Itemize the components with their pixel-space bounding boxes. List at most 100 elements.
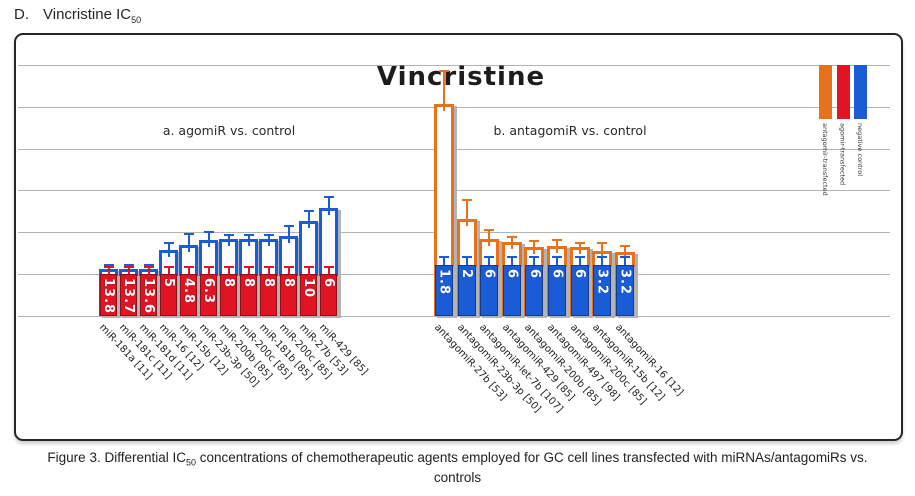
gridline [18,190,890,192]
error-bar-cap [552,256,562,258]
error-bar-cap [183,266,194,268]
error-bar [533,240,536,254]
error-bar-cap [439,256,449,258]
error-bar [556,239,558,253]
error-bar [623,245,626,259]
bar-value-label: 10 [301,278,316,299]
front-bar: 13.7 [120,274,137,316]
error-bar-cap [506,256,517,258]
error-bar [533,256,536,271]
error-bar [227,234,230,246]
legend-swatch [836,65,850,119]
front-bar: 6 [548,265,566,316]
panel-b-label: b. antagomiR vs. control [493,123,647,138]
error-bar [187,266,190,280]
bar-value-label: 13.6 [141,278,156,315]
error-bar [167,242,170,257]
error-bar [488,229,491,246]
front-bar: 8 [240,274,257,316]
error-bar [488,256,491,271]
front-bar: 10 [300,274,317,316]
gridline [18,274,890,275]
error-bar-cap [323,196,334,198]
front-bar: 8 [260,274,277,316]
error-bar [465,256,468,271]
error-bar-cap [529,256,540,258]
error-bar [287,266,290,280]
gridline [18,148,890,150]
bar-value-label: 3.2 [594,269,610,296]
panel-title-text: Vincristine IC [43,6,132,23]
front-bar: 8 [220,274,237,316]
bar-value-label: 8 [241,278,256,289]
error-bar [556,256,558,271]
front-bar: 8 [280,274,297,316]
legend-swatch [819,65,832,119]
error-bar-cap [574,256,585,258]
error-bar [207,266,210,280]
bar-value-label: 4.8 [181,278,196,305]
error-bar-cap [163,266,174,268]
figure-caption: Figure 3. Differential IC50 concentratio… [0,449,915,487]
error-bar-cap [143,266,154,268]
error-bar [601,256,604,271]
error-bar-cap [103,264,114,266]
error-bar-cap [619,245,630,247]
error-bar-cap [597,256,608,258]
front-bar: 3.2 [593,265,612,316]
front-bar: 3.2 [615,265,634,316]
error-bar [307,210,310,228]
caption-line2: controls [433,470,482,486]
panel-a-label: a. agomiR vs. control [162,123,296,138]
error-bar [578,256,581,271]
error-bar [510,236,513,249]
bar-value-label: 8 [221,278,236,289]
front-bar: 6 [525,265,544,316]
error-bar-cap [484,229,495,231]
error-bar-cap [143,264,154,266]
chart-frame: Vincristine a. agomiR vs. control b. ant… [14,33,903,441]
error-bar-cap [123,264,134,266]
error-bar [187,233,190,252]
error-bar-cap [283,225,294,227]
bar-value-label: 6 [549,269,565,280]
error-bar-cap [223,266,234,268]
legend-label: negative control [856,123,864,177]
error-bar-cap [163,242,174,244]
bar-value-label: 1.8 [436,269,452,296]
bar-value-label: 2 [459,269,475,280]
bar-value-label: 3.2 [617,269,633,296]
front-bar: 6 [502,265,521,316]
error-bar [207,231,210,247]
error-bar [623,256,626,271]
error-bar-cap [619,256,630,258]
bar-value-label: 6.3 [201,278,216,305]
bar-value-label: 6 [526,269,542,280]
error-bar [267,266,270,280]
error-bar-cap [263,266,274,268]
front-bar: 13.8 [100,274,117,316]
error-bar [107,266,110,280]
error-bar [510,256,513,271]
bar-value-label: 8 [261,278,276,289]
front-bar: 6 [320,274,337,316]
error-bar-cap [283,266,294,268]
error-bar [307,266,310,280]
error-bar-cap [243,266,254,268]
error-bar-cap [506,236,517,238]
bar-value-label: 8 [281,278,296,289]
error-bar [327,196,330,215]
error-bar-cap [529,240,540,242]
error-bar-cap [323,266,334,268]
error-bar [267,234,270,246]
error-bar-cap [597,242,608,244]
front-bar: 2 [457,265,476,316]
chart-title: Vincristine [376,62,546,92]
error-bar [147,266,150,280]
error-bar-cap [203,266,214,268]
bar-value-label: 6 [481,269,497,280]
error-bar [287,225,290,243]
front-bar: 6.3 [200,274,217,316]
error-bar-cap [461,199,472,201]
